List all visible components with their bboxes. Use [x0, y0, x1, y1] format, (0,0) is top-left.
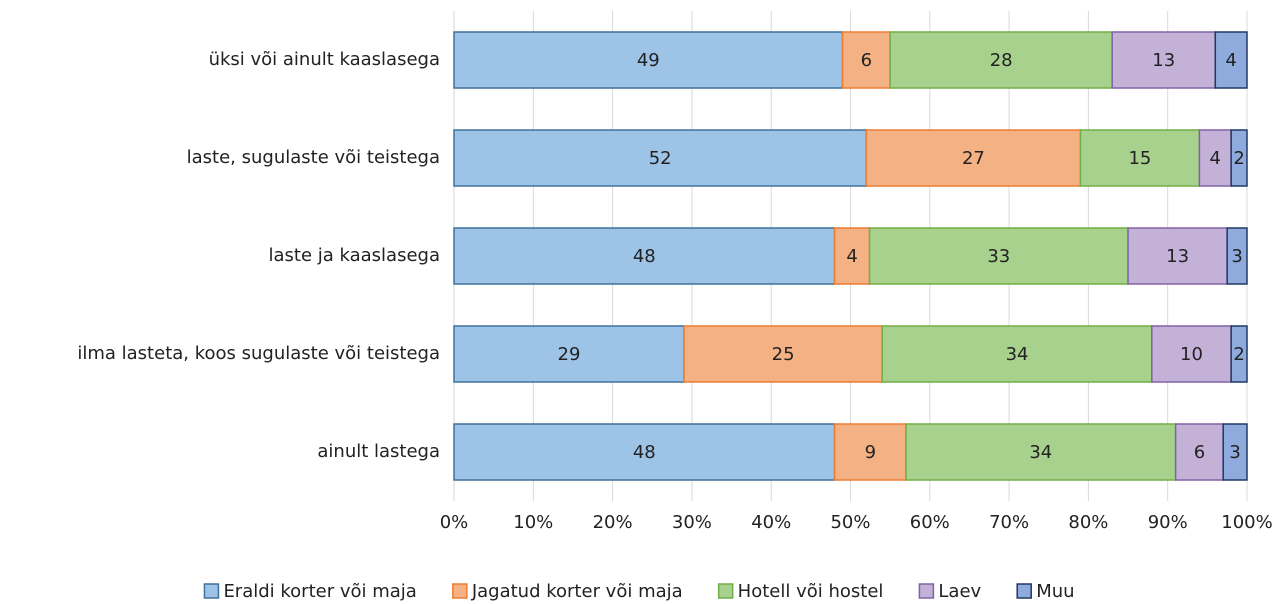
legend-label: Eraldi korter või maja: [223, 581, 416, 602]
x-tick-label: 90%: [1148, 512, 1188, 533]
data-label: 10: [1180, 344, 1203, 365]
legend-swatch: [1016, 583, 1032, 599]
data-label: 2: [1233, 344, 1244, 365]
y-tick-label: laste, sugulaste või teistega: [187, 147, 440, 168]
bar-segment: [683, 325, 883, 383]
y-tick-label: üksi või ainult kaaslasega: [209, 49, 440, 70]
data-label: 29: [558, 344, 581, 365]
x-tick-label: 50%: [830, 512, 870, 533]
x-tick-label: 20%: [593, 512, 633, 533]
bar-segment: [1127, 227, 1228, 285]
data-label: 48: [633, 246, 656, 267]
bar-segment: [453, 31, 844, 89]
x-tick-label: 0%: [440, 512, 469, 533]
bar-segment: [1151, 325, 1232, 383]
bar-segment: [905, 423, 1177, 481]
data-label: 33: [987, 246, 1010, 267]
x-tick-label: 60%: [910, 512, 950, 533]
bar-segment: [453, 423, 836, 481]
bar-segment: [833, 227, 871, 285]
bar-segment: [1111, 31, 1217, 89]
y-tick-label: laste ja kaaslasega: [268, 245, 440, 266]
data-label: 15: [1128, 148, 1151, 169]
data-label: 28: [990, 50, 1013, 71]
x-tick-label: 100%: [1221, 512, 1272, 533]
data-label: 2: [1233, 148, 1244, 169]
bar-segment: [1222, 423, 1248, 481]
y-tick-label: ilma lasteta, koos sugulaste või teisteg…: [77, 343, 440, 364]
bar-segment: [1230, 129, 1248, 187]
data-label: 48: [633, 442, 656, 463]
legend-label: Hotell või hostel: [738, 581, 884, 602]
bar-segment: [881, 325, 1153, 383]
bar-segment: [1198, 129, 1232, 187]
data-label: 4: [1225, 50, 1236, 71]
bar-segment: [1226, 227, 1248, 285]
data-label: 49: [637, 50, 660, 71]
legend-label: Jagatud korter või maja: [471, 581, 683, 602]
bar-segment: [453, 129, 868, 187]
data-label: 34: [1006, 344, 1029, 365]
x-tick-label: 40%: [751, 512, 791, 533]
data-label: 34: [1029, 442, 1052, 463]
legend-swatch: [203, 583, 220, 599]
bar-segment: [868, 227, 1129, 285]
data-label: 4: [846, 246, 857, 267]
data-label: 9: [865, 442, 876, 463]
bar-segment: [841, 31, 891, 89]
data-label: 6: [861, 50, 872, 71]
legend-label: Muu: [1036, 581, 1074, 602]
x-tick-label: 30%: [672, 512, 712, 533]
data-label: 13: [1166, 246, 1189, 267]
bar-segment: [833, 423, 907, 481]
data-label: 6: [1194, 442, 1205, 463]
data-label: 27: [962, 148, 985, 169]
data-label: 3: [1231, 246, 1242, 267]
legend-swatch: [452, 583, 468, 599]
bar-segment: [1214, 31, 1248, 89]
legend-swatch: [918, 583, 935, 599]
legend-label: Laev: [938, 581, 981, 602]
y-tick-label: ainult lastega: [317, 441, 440, 462]
x-tick-label: 80%: [1068, 512, 1108, 533]
data-label: 4: [1210, 148, 1221, 169]
bar-segment: [865, 129, 1082, 187]
legend-swatch: [717, 583, 734, 599]
x-tick-label: 10%: [513, 512, 553, 533]
bar-segment: [1230, 325, 1248, 383]
data-label: 3: [1229, 442, 1240, 463]
bar-segment: [453, 227, 836, 285]
x-tick-label: 70%: [989, 512, 1029, 533]
bar-segment: [1174, 423, 1224, 481]
data-label: 52: [649, 148, 672, 169]
data-label: 25: [772, 344, 795, 365]
data-label: 13: [1152, 50, 1175, 71]
